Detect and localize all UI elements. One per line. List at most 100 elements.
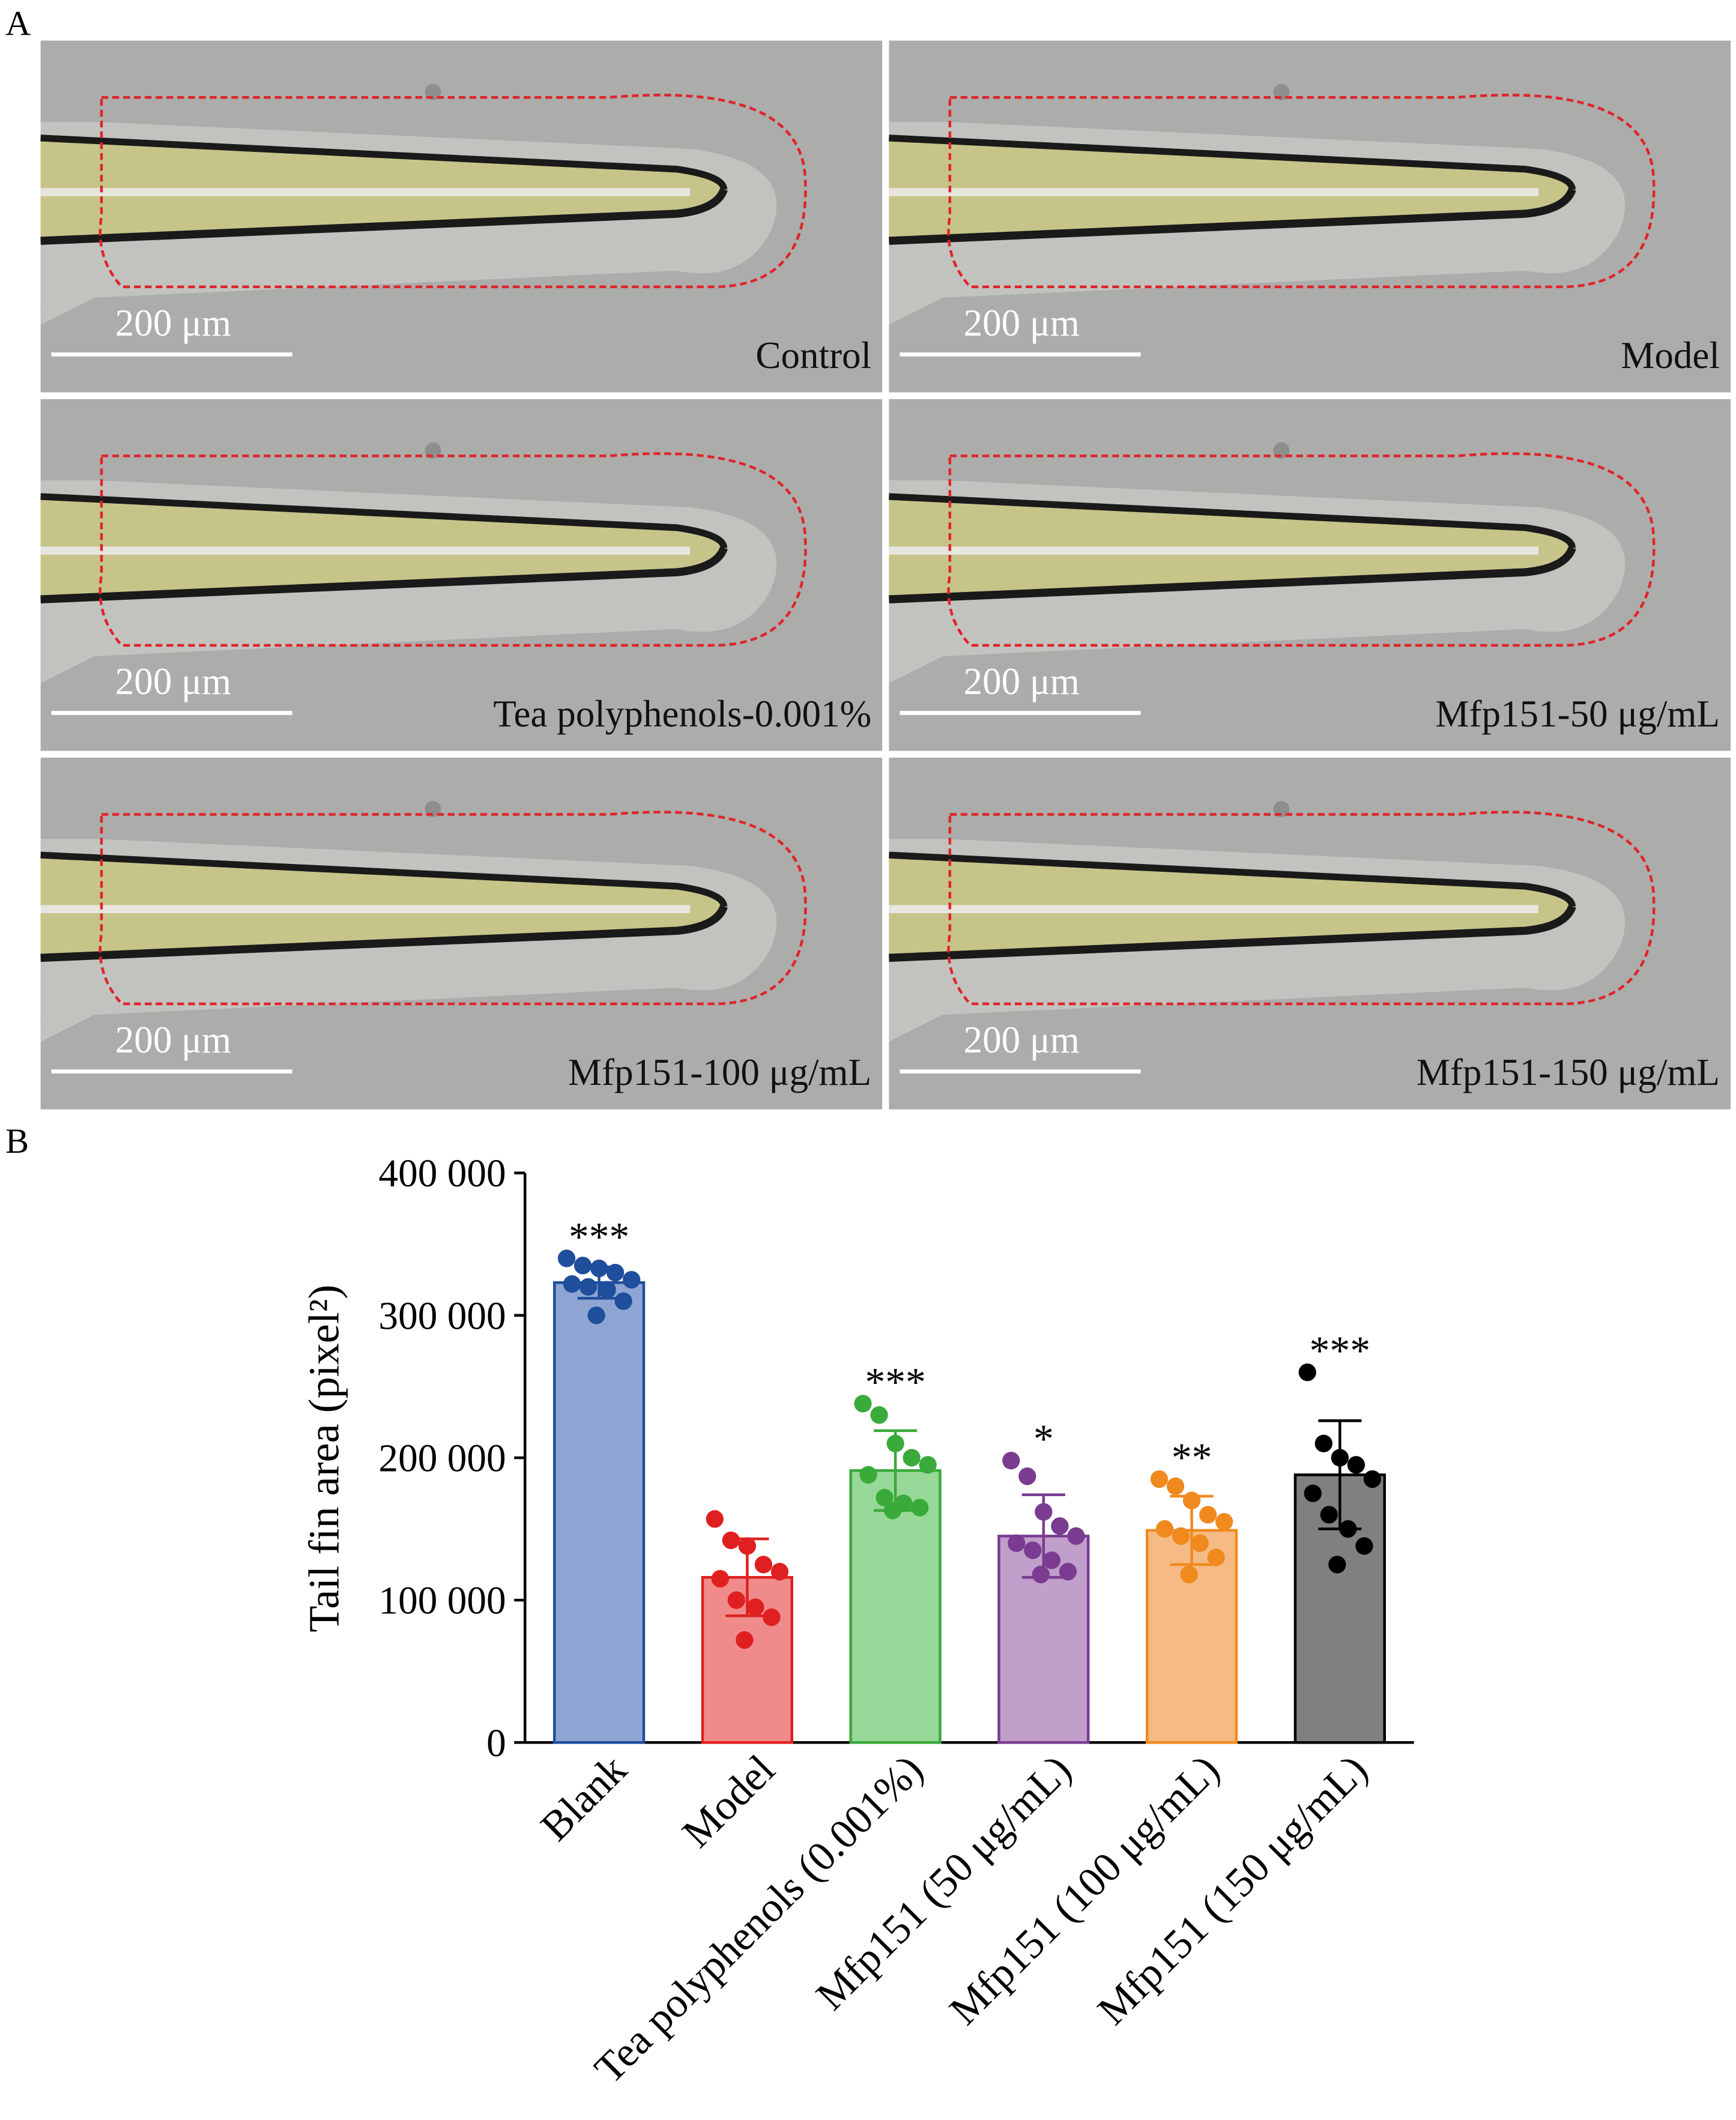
x-tick-label: Mfp151 (150 μg/mL) xyxy=(1089,1747,1377,2034)
data-point xyxy=(711,1569,729,1588)
data-point xyxy=(573,1257,592,1275)
fin-outline xyxy=(947,811,1656,1006)
data-point xyxy=(557,1249,576,1267)
data-point xyxy=(1182,1491,1201,1509)
micrograph: 200 μm Model xyxy=(889,40,1731,393)
dust xyxy=(425,800,441,818)
scale-bar-label: 200 μm xyxy=(115,302,231,344)
data-point xyxy=(563,1275,581,1293)
fin-outline xyxy=(947,94,1656,288)
data-point xyxy=(1363,1470,1382,1488)
fin-outline xyxy=(947,452,1656,647)
significance-label: *** xyxy=(1310,1328,1370,1373)
data-point xyxy=(1035,1503,1053,1521)
x-tick-label: Mfp151 (50 μg/mL) xyxy=(808,1747,1080,2019)
data-point xyxy=(623,1270,641,1289)
scale-bar-label: 200 μm xyxy=(964,660,1080,702)
y-tick-label: 0 xyxy=(486,1722,506,1765)
pigment xyxy=(889,187,1576,245)
x-tick-label: Blank xyxy=(532,1747,635,1850)
data-point xyxy=(1155,1520,1174,1538)
data-point xyxy=(1199,1506,1217,1524)
data-point xyxy=(587,1306,605,1324)
data-point xyxy=(1150,1470,1169,1488)
panel-caption: Mfp151-150 μg/mL xyxy=(1417,1051,1720,1093)
data-point xyxy=(606,1264,625,1282)
data-point xyxy=(1032,1565,1050,1584)
panel-caption: Mfp151-50 μg/mL xyxy=(1435,693,1720,735)
pigment xyxy=(889,134,1576,190)
data-point xyxy=(911,1499,929,1517)
data-point xyxy=(1331,1449,1349,1467)
data-point xyxy=(598,1281,616,1299)
y-axis-label: Tail fin area (pixel²) xyxy=(300,1285,348,1632)
data-point xyxy=(1067,1527,1085,1545)
data-point xyxy=(883,1502,902,1520)
data-point xyxy=(1355,1537,1373,1555)
panel-caption: Control xyxy=(755,334,871,376)
data-point xyxy=(1304,1484,1322,1502)
bar xyxy=(1293,1473,1386,1744)
pigment xyxy=(40,905,728,962)
pigment xyxy=(40,546,728,604)
data-point xyxy=(738,1537,757,1555)
significance-label: *** xyxy=(865,1359,925,1404)
panel-caption: Tea polyphenols-0.001% xyxy=(493,693,871,735)
pigment xyxy=(889,851,1576,907)
scale-bar-label: 200 μm xyxy=(115,660,231,702)
micrograph: 200 μm Mfp151-100 μg/mL xyxy=(40,757,883,1110)
pigment xyxy=(889,546,1576,604)
pigment xyxy=(889,493,1576,549)
data-point xyxy=(903,1449,921,1467)
data-point xyxy=(1051,1517,1069,1535)
data-point xyxy=(1002,1452,1020,1470)
x-tick-label: Model xyxy=(674,1747,784,1856)
significance-label: *** xyxy=(569,1214,629,1259)
data-point xyxy=(1018,1467,1036,1485)
data-point xyxy=(763,1608,781,1626)
data-point xyxy=(854,1395,872,1413)
data-point xyxy=(706,1510,724,1528)
data-point xyxy=(886,1434,904,1452)
x-tick-label: Mfp151 (100 μg/mL) xyxy=(941,1747,1229,2034)
micrograph: 200 μm Control xyxy=(40,40,883,393)
data-point xyxy=(1215,1513,1233,1531)
data-point xyxy=(1314,1434,1332,1452)
data-point xyxy=(1339,1520,1357,1538)
panel-caption: Model xyxy=(1621,334,1720,376)
data-point xyxy=(736,1631,754,1649)
data-point xyxy=(590,1259,608,1278)
y-tick-label: 400 000 xyxy=(378,1152,506,1195)
data-point xyxy=(1024,1541,1042,1559)
bar xyxy=(553,1281,646,1744)
data-point xyxy=(770,1563,789,1581)
fin-outline xyxy=(98,452,807,647)
data-point xyxy=(859,1466,877,1484)
scale-bar-label: 200 μm xyxy=(964,302,1080,344)
data-point xyxy=(1191,1534,1209,1552)
significance-label: * xyxy=(1033,1416,1054,1461)
data-point xyxy=(722,1531,740,1550)
data-point xyxy=(1042,1551,1061,1569)
data-point xyxy=(754,1556,773,1574)
fin-outline xyxy=(98,811,807,1006)
data-point xyxy=(1166,1477,1185,1496)
micrograph: 200 μm Mfp151-50 μg/mL xyxy=(889,399,1731,751)
panel-label: B xyxy=(5,1122,29,1161)
panel-caption: Mfp151-100 μg/mL xyxy=(568,1051,871,1093)
data-point xyxy=(1320,1506,1338,1524)
y-tick-label: 300 000 xyxy=(378,1294,506,1338)
pigment xyxy=(40,187,728,245)
scale-bar-label: 200 μm xyxy=(964,1019,1080,1061)
pigment xyxy=(889,905,1576,962)
data-point xyxy=(1328,1556,1346,1574)
data-point xyxy=(1059,1563,1077,1581)
micrograph: 200 μm Tea polyphenols-0.001% xyxy=(40,399,883,751)
data-point xyxy=(876,1488,894,1507)
micrograph: 200 μm Mfp151-150 μg/mL xyxy=(889,757,1731,1110)
data-point xyxy=(1347,1456,1366,1474)
data-point xyxy=(1172,1527,1190,1545)
data-point xyxy=(614,1292,632,1310)
significance-label: ** xyxy=(1172,1435,1212,1480)
